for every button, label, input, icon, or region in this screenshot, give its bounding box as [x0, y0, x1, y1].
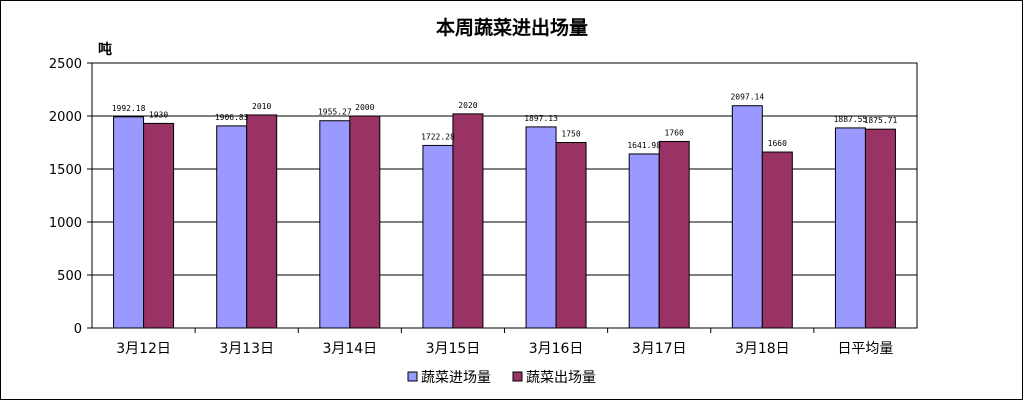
bar-series-1 — [834, 127, 866, 329]
bar-value-label: 1955.27 — [318, 108, 352, 117]
bar-value-label: 1750 — [561, 130, 580, 139]
bar-value-label: 2010 — [252, 102, 271, 111]
legend-label-series-1: 蔬菜进场量 — [421, 370, 491, 386]
y-tick-label: 500 — [57, 269, 82, 284]
bar-series-2 — [555, 142, 587, 329]
bar-series-2 — [658, 140, 690, 329]
y-tick-label: 2000 — [49, 110, 82, 125]
x-category-label: 3月17日 — [632, 341, 687, 357]
bar-series-2 — [761, 151, 793, 329]
bar-value-label: 1887.55 — [834, 115, 868, 124]
bar-series-2 — [246, 114, 278, 329]
x-category-label: 日平均量 — [837, 341, 893, 357]
bar-value-label: 1897.13 — [524, 114, 558, 123]
y-axis-unit-label: 吨 — [98, 41, 112, 58]
x-category-label: 3月16日 — [529, 341, 584, 357]
bar-series-1 — [216, 125, 248, 329]
bar-value-label: 1930 — [149, 110, 168, 119]
bar-series-1 — [422, 144, 454, 329]
bar-series-2 — [452, 113, 484, 329]
bar-series-1 — [319, 120, 351, 329]
bar-value-label: 1992.18 — [112, 104, 146, 113]
y-tick-label: 0 — [74, 322, 82, 337]
bar-series-2 — [143, 122, 175, 329]
bar-series-2 — [864, 128, 896, 329]
bar-series-1 — [628, 153, 660, 329]
bar-value-label: 1660 — [768, 139, 787, 148]
x-category-label: 3月13日 — [219, 341, 274, 357]
legend-swatch-series-1 — [407, 371, 418, 382]
bar-value-label: 1641.98 — [627, 141, 661, 150]
bar-value-label: 1722.28 — [421, 132, 455, 141]
bar-value-label: 1760 — [665, 128, 684, 137]
legend-label-series-2: 蔬菜出场量 — [526, 370, 596, 386]
x-category-label: 3月12日 — [116, 341, 171, 357]
legend-swatch-series-2 — [512, 371, 523, 382]
x-category-label: 3月15日 — [426, 341, 481, 357]
y-tick-label: 2500 — [49, 57, 82, 72]
bar-series-2 — [349, 115, 381, 329]
bar-value-label: 2097.14 — [730, 93, 764, 102]
bar-value-label: 2000 — [355, 103, 374, 112]
x-category-label: 3月18日 — [735, 341, 790, 357]
bar-series-1 — [113, 116, 145, 329]
bar-series-1 — [525, 126, 557, 329]
bars — [113, 105, 896, 329]
y-tick-label: 1500 — [49, 163, 82, 178]
bar-series-1 — [731, 105, 763, 329]
bar-value-label: 1906.83 — [215, 113, 249, 122]
axes: 0 500 1000 1500 2000 2500 3月12日 3月13日 3月14日 3月15日… — [49, 57, 894, 357]
x-category-label: 3月14日 — [322, 341, 377, 357]
legend: 蔬菜进场量 蔬菜出场量 — [407, 370, 596, 386]
y-tick-label: 1000 — [49, 216, 82, 231]
bar-value-label: 2020 — [458, 101, 477, 110]
chart-title: 本周蔬菜进出场量 — [436, 16, 588, 39]
plot-background — [91, 62, 918, 329]
bar-value-label: 1875.71 — [864, 116, 898, 125]
